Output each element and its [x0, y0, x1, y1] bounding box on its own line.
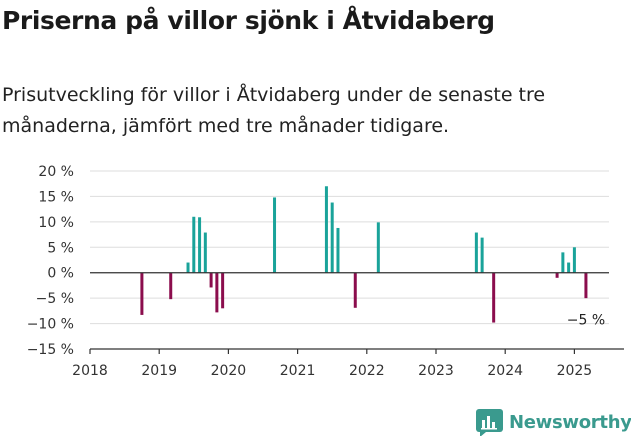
y-tick-label: −15 % — [27, 342, 74, 358]
bar — [186, 262, 190, 273]
bar — [561, 252, 565, 273]
bar — [221, 272, 225, 309]
bar — [203, 232, 207, 273]
bar — [330, 202, 334, 273]
y-tick-label: 5 % — [47, 240, 74, 256]
y-tick-label: 20 % — [38, 164, 74, 180]
bar — [480, 237, 484, 273]
y-tick-label: 15 % — [38, 189, 74, 205]
x-tick-label: 2018 — [72, 363, 108, 379]
newsworthy-logo-icon — [476, 408, 503, 436]
chart-subtitle: Prisutveckling för villor i Åtvidaberg u… — [2, 84, 546, 137]
bar — [324, 186, 328, 273]
bar — [209, 272, 213, 288]
brand-logo: Newsworthy — [476, 407, 631, 437]
bars — [140, 186, 588, 323]
bar — [192, 216, 196, 273]
bar — [584, 272, 588, 299]
bar — [492, 272, 496, 323]
bar — [169, 272, 173, 300]
y-tick-label: −10 % — [27, 317, 74, 333]
tick-labels: 20 % 15 % 10 % 5 % 0 % −5 % −10 % −15 % 2018 2019… — [27, 164, 605, 379]
bar — [572, 247, 576, 273]
x-tick-label: 2022 — [349, 363, 385, 379]
bar — [474, 232, 478, 273]
axes — [89, 272, 624, 354]
x-tick-label: 2024 — [487, 363, 523, 379]
y-tick-label: 10 % — [38, 215, 74, 231]
bar — [198, 217, 202, 273]
x-tick-label: 2023 — [418, 363, 454, 379]
bar — [376, 222, 380, 273]
bar — [140, 272, 144, 315]
bar — [353, 272, 357, 308]
x-tick-label: 2025 — [557, 363, 593, 379]
bar — [567, 262, 571, 273]
chart-title: Priserna på villor sjönk i Åtvidaberg — [2, 6, 495, 35]
x-tick-label: 2019 — [141, 363, 177, 379]
last-value-annotation: −5 % — [567, 313, 605, 329]
x-tick-label: 2020 — [211, 363, 247, 379]
y-tick-label: 0 % — [47, 266, 74, 282]
x-tick-label: 2021 — [280, 363, 316, 379]
brand-name: Newsworthy — [509, 411, 631, 433]
bar — [273, 197, 277, 273]
y-tick-label: −5 % — [36, 291, 74, 307]
bar — [215, 272, 219, 313]
bar — [555, 272, 559, 278]
bar — [336, 227, 340, 273]
gridlines — [90, 170, 609, 325]
